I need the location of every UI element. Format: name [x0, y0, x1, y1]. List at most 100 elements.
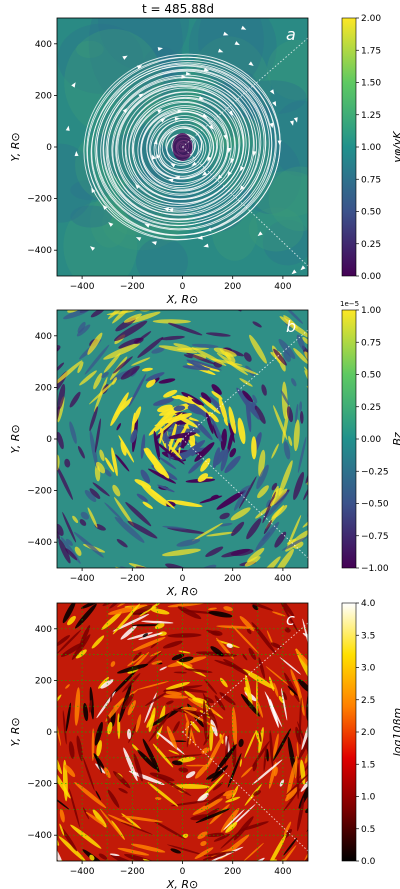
beta-filament [127, 654, 145, 667]
field-filament [137, 336, 164, 358]
field-filament [103, 352, 121, 373]
beta-filament [99, 808, 125, 840]
streamline-arrow [151, 241, 157, 246]
field-filament [21, 375, 33, 400]
field-filament [89, 488, 101, 499]
beta-filament [322, 795, 330, 804]
colorbar-tick-label: 1.0 [361, 793, 376, 803]
field-filament [280, 390, 290, 406]
beta-filament [142, 738, 160, 773]
beta-filament [172, 721, 180, 734]
field-filament [140, 434, 146, 459]
beta-filament [306, 689, 308, 721]
streamline-arrow [38, 8, 44, 14]
beta-filament [242, 669, 275, 689]
beta-filament [40, 760, 43, 772]
beta-filament [59, 808, 65, 823]
streamline-arrow [174, 117, 180, 121]
beta-filament [172, 708, 211, 717]
field-filament [327, 363, 334, 378]
field-filament [197, 473, 209, 482]
beta-filament [276, 603, 295, 617]
field-filament [31, 363, 41, 373]
field-filament [168, 322, 203, 336]
field-filament [262, 531, 271, 541]
field-filament [246, 296, 261, 307]
texture-patch [160, 194, 190, 220]
beta-filament [120, 821, 153, 835]
field-filament [236, 387, 260, 420]
beta-filament [0, 682, 2, 719]
beta-filament [286, 760, 297, 800]
streamline-arrow [217, 48, 224, 53]
beta-filament [110, 669, 138, 697]
beta-filament [122, 693, 134, 710]
field-filament [157, 404, 173, 413]
beta-filament [0, 647, 18, 684]
field-filament [206, 531, 235, 537]
x-tick-label: −400 [70, 282, 95, 292]
field-filament [296, 334, 305, 351]
beta-filament [243, 842, 264, 861]
beta-filament [319, 812, 344, 846]
beta-filament [325, 730, 336, 749]
beta-filament [178, 650, 191, 654]
streamline [124, 91, 244, 204]
field-filament [252, 394, 258, 404]
beta-filament [60, 641, 86, 657]
streamline-arrow [156, 153, 161, 159]
field-filament [94, 524, 106, 531]
field-filament [80, 511, 90, 520]
streamline-arrow [174, 175, 180, 180]
field-filament [274, 531, 287, 548]
beta-filament [131, 624, 162, 627]
beta-filament [210, 646, 224, 657]
field-filament [115, 454, 130, 472]
y-tick-label: −200 [27, 780, 52, 790]
streamline-arrow [135, 237, 142, 242]
beta-filament [82, 807, 90, 820]
beta-filament [170, 800, 211, 807]
colorbar-scale-note: 1e−5 [340, 300, 359, 308]
beta-filament [247, 876, 256, 885]
beta-filament [146, 714, 155, 728]
beta-filament [306, 847, 324, 870]
beta-filament [127, 700, 136, 716]
colorbar [341, 602, 357, 862]
beta-filament [171, 861, 196, 865]
field-filament [120, 440, 127, 456]
field-filament [325, 382, 331, 413]
beta-filament [158, 631, 167, 636]
field-filament [237, 417, 246, 445]
field-filament [120, 365, 140, 380]
field-filament [271, 505, 288, 519]
beta-filament [166, 700, 174, 705]
beta-filament [227, 753, 242, 788]
field-filament [283, 315, 298, 329]
beta-filament [151, 660, 163, 665]
texture-patch [57, 143, 95, 223]
beta-filament [252, 604, 259, 611]
streamline-arrow [293, 117, 298, 123]
field-filament [242, 390, 253, 403]
field-filament [77, 445, 85, 459]
field-filament [77, 321, 86, 334]
beta-filament [332, 766, 337, 773]
beta-filament [307, 826, 314, 834]
field-filament [146, 486, 175, 509]
streamline-arrow [300, 265, 306, 271]
field-filament [186, 359, 209, 371]
field-filament [291, 378, 297, 387]
field-filament [302, 336, 308, 345]
field-filament [87, 507, 98, 528]
field-filament [252, 321, 262, 328]
beta-filament [315, 707, 320, 743]
beta-filament [332, 827, 340, 836]
streamline [146, 111, 223, 184]
beta-filament [270, 642, 282, 649]
streamline-arrow [200, 295, 205, 300]
colorbar-label: Bz [391, 432, 400, 446]
heatmap-field [0, 603, 344, 885]
streamline-arrow [168, 208, 174, 213]
beta-filament [49, 861, 65, 877]
